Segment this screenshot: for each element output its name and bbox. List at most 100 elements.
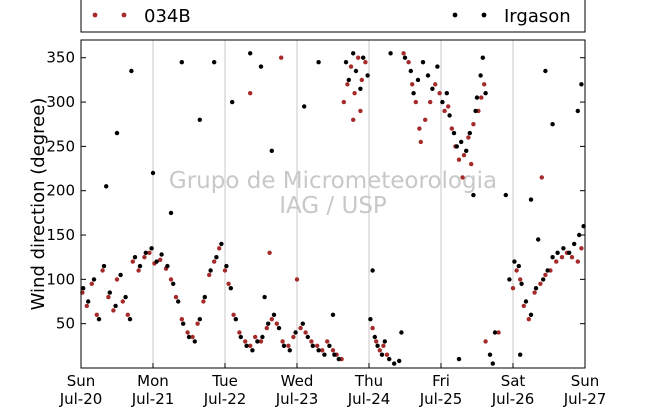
point-034b bbox=[569, 255, 575, 260]
x-tick-label-date: Jul-25 bbox=[419, 390, 463, 408]
point-034b bbox=[298, 325, 303, 331]
legend-marker-irgason bbox=[452, 12, 458, 18]
point-irgason bbox=[487, 352, 493, 357]
point-irgason bbox=[447, 113, 452, 118]
point-034b bbox=[185, 330, 190, 335]
point-irgason bbox=[402, 55, 408, 60]
point-irgason bbox=[480, 55, 485, 60]
point-irgason bbox=[96, 317, 102, 322]
point-irgason bbox=[382, 339, 387, 344]
point-irgason bbox=[250, 348, 255, 353]
point-irgason bbox=[507, 277, 512, 282]
y-tick-label: 250 bbox=[46, 137, 75, 155]
point-034b bbox=[381, 343, 386, 348]
point-034b bbox=[363, 60, 368, 65]
point-034b bbox=[286, 343, 291, 348]
point-irgason bbox=[101, 263, 107, 269]
point-irgason bbox=[316, 60, 321, 65]
point-034b bbox=[456, 157, 462, 162]
point-034b bbox=[158, 257, 163, 262]
point-irgason bbox=[281, 343, 287, 348]
point-irgason bbox=[519, 281, 524, 286]
point-034b bbox=[413, 99, 418, 105]
point-irgason bbox=[269, 148, 274, 153]
y-tick-label: 150 bbox=[46, 226, 75, 244]
point-irgason bbox=[370, 268, 375, 273]
point-irgason bbox=[503, 192, 508, 198]
point-034b bbox=[179, 317, 184, 322]
point-irgason bbox=[343, 60, 349, 65]
x-tick-label-date: Jul-22 bbox=[203, 390, 247, 408]
point-irgason bbox=[123, 294, 128, 300]
point-irgason bbox=[545, 268, 550, 273]
point-irgason bbox=[107, 290, 113, 295]
legend: 034B Irgason bbox=[80, 0, 586, 33]
point-034b bbox=[231, 312, 236, 317]
point-irgason bbox=[316, 348, 321, 353]
point-irgason bbox=[129, 68, 134, 74]
point-irgason bbox=[379, 352, 385, 357]
point-034b bbox=[554, 259, 559, 264]
point-034b bbox=[417, 126, 422, 131]
point-034b bbox=[114, 277, 120, 282]
point-irgason bbox=[425, 73, 431, 78]
point-irgason bbox=[114, 130, 120, 136]
x-tick-label-day: Sat bbox=[501, 372, 526, 390]
point-034b bbox=[514, 268, 519, 273]
point-034b bbox=[94, 312, 100, 317]
point-034b bbox=[173, 294, 179, 300]
point-irgason bbox=[490, 361, 495, 366]
point-034b bbox=[248, 343, 253, 348]
point-034b bbox=[543, 272, 548, 278]
point-irgason bbox=[459, 139, 464, 145]
point-034b bbox=[147, 250, 152, 255]
y-tick-label: 300 bbox=[46, 93, 75, 111]
point-irgason bbox=[165, 263, 170, 269]
point-034b bbox=[437, 91, 442, 96]
point-034b bbox=[345, 82, 350, 87]
x-tick-label-day: Thu bbox=[354, 372, 383, 390]
legend-marker-034b bbox=[121, 12, 127, 18]
point-irgason bbox=[368, 317, 373, 322]
point-034b bbox=[449, 126, 454, 131]
x-tick-label-day: Mon bbox=[137, 372, 169, 390]
point-irgason bbox=[266, 321, 271, 326]
point-irgason bbox=[248, 51, 253, 56]
point-irgason bbox=[550, 255, 555, 260]
x-tick-label-day: Tue bbox=[211, 372, 238, 390]
watermark: Grupo de Micrometeorologia IAG / USP bbox=[169, 168, 497, 219]
point-irgason bbox=[555, 250, 560, 255]
point-irgason bbox=[528, 197, 534, 202]
point-irgason bbox=[471, 192, 476, 198]
point-034b bbox=[84, 303, 90, 309]
point-irgason bbox=[473, 108, 478, 114]
point-034b bbox=[482, 82, 487, 87]
legend-label-irgason: Irgason bbox=[504, 6, 571, 27]
y-axis-label: Wind direction (degree) bbox=[28, 98, 49, 311]
point-irgason bbox=[300, 321, 305, 326]
point-irgason bbox=[228, 286, 233, 291]
point-irgason bbox=[541, 277, 546, 282]
point-034b bbox=[100, 268, 105, 273]
point-irgason bbox=[244, 343, 249, 348]
point-034b bbox=[370, 325, 375, 331]
point-034b bbox=[526, 317, 531, 322]
point-irgason bbox=[387, 356, 392, 362]
point-irgason bbox=[260, 334, 265, 340]
point-irgason bbox=[516, 263, 521, 269]
point-irgason bbox=[113, 303, 118, 309]
point-034b bbox=[575, 259, 580, 264]
x-tick-label-date: Jul-26 bbox=[491, 390, 535, 408]
point-irgason bbox=[255, 339, 260, 344]
point-irgason bbox=[149, 246, 154, 251]
point-irgason bbox=[392, 361, 397, 366]
point-034b bbox=[460, 175, 465, 180]
point-034b bbox=[294, 277, 300, 282]
point-034b bbox=[442, 108, 447, 114]
point-034b bbox=[217, 246, 222, 251]
point-irgason bbox=[572, 241, 577, 247]
point-034b bbox=[559, 255, 565, 260]
point-034b bbox=[348, 64, 354, 69]
point-034b bbox=[320, 348, 325, 353]
x-tick-label-date: Jul-23 bbox=[275, 390, 319, 408]
